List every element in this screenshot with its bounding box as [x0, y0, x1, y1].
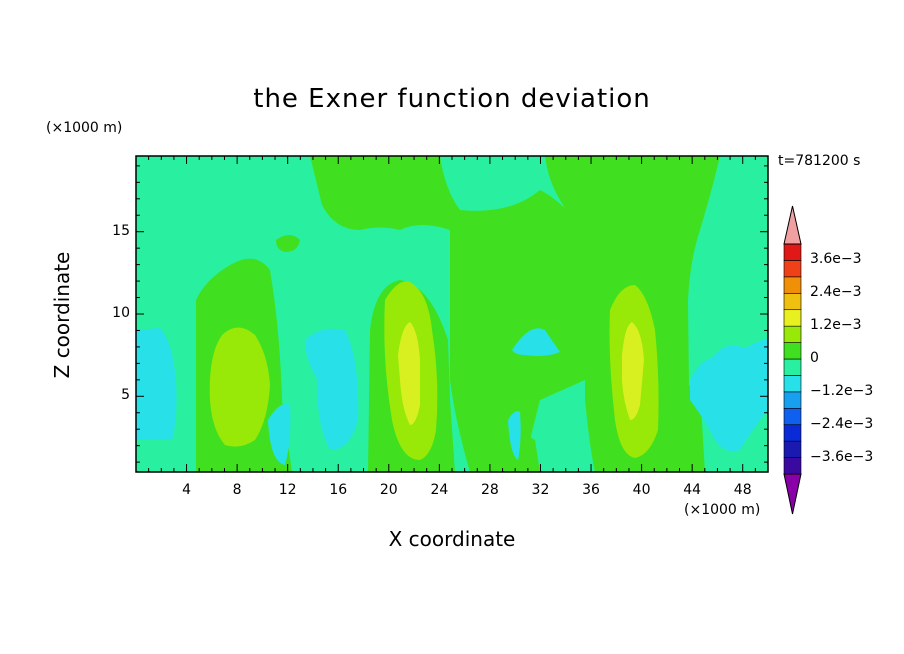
y-tick-label: 5: [121, 387, 130, 404]
colorbar-swatch: [783, 391, 802, 409]
x-axis-label-text: X coordinate: [388, 527, 516, 551]
x-unit-label: (×1000 m): [684, 502, 761, 518]
colorbar-label: 2.4e−3: [810, 284, 862, 301]
x-tick-label: 36: [582, 482, 600, 498]
tick-marks: [136, 156, 768, 472]
green-region: [500, 435, 540, 472]
x-tick-label: 28: [480, 482, 499, 498]
colorbar-swatch: [783, 325, 802, 343]
colorbar-swatch: [783, 243, 802, 261]
colorbar-swatch: [783, 457, 802, 475]
colorbar-label: 3.6e−3: [810, 251, 862, 268]
green-region: [310, 156, 587, 472]
colorbar-label: 1.2e−3: [810, 317, 862, 334]
yellow-center: [622, 322, 644, 420]
x-tick-label: 8: [232, 482, 242, 498]
colorbar-swatch: [783, 260, 802, 278]
x-tick-label: 40: [632, 482, 651, 498]
green-region: [276, 235, 300, 252]
colorbar-label: −3.6e−3: [810, 448, 874, 465]
x-tick-label: 12: [278, 482, 297, 498]
colorbar-swatch: [783, 276, 802, 294]
colorbar-label: −1.2e−3: [810, 382, 874, 399]
cyan-patch: [690, 338, 768, 452]
cyan-patch: [136, 328, 177, 440]
colorbar-swatch: [783, 292, 802, 311]
colorbar-swatch: [783, 375, 802, 393]
chart-title: the Exner function deviation: [253, 84, 651, 114]
cyan-patch: [508, 411, 521, 460]
x-tick-label: 4: [182, 482, 191, 498]
colorbar-swatch: [783, 342, 802, 360]
cyan-patch: [268, 404, 291, 465]
colorbar-swatch: [783, 309, 802, 327]
colorbar-swatch: [783, 424, 802, 442]
x-tick-label: 48: [733, 482, 752, 498]
colorbar-label: −2.4e−3: [810, 415, 874, 432]
x-tick-label: 44: [683, 482, 702, 498]
y-axis-label: Z coordinate: [50, 251, 74, 379]
y-tick-label: 15: [112, 222, 130, 239]
colorbar-bottom-arrow: [783, 473, 802, 515]
x-tick-label: 24: [430, 482, 449, 498]
x-tick-label: 16: [329, 482, 348, 498]
cyan-patch: [305, 328, 359, 450]
contour-field: [136, 156, 768, 472]
colorbar: [783, 205, 802, 515]
colorbar-swatch: [783, 407, 802, 426]
colorbar-swatch: [783, 440, 802, 458]
x-axis-label: X coordinate: [0, 527, 904, 551]
time-label: t=781200 s: [778, 153, 861, 169]
yellow-center: [398, 322, 420, 425]
y-unit-label: (×1000 m): [46, 120, 123, 136]
y-tick-label: 10: [112, 305, 130, 321]
cyan-patch: [512, 328, 560, 356]
colorbar-label: 0: [810, 350, 819, 366]
green-region: [660, 385, 705, 472]
colorbar-top-arrow: [783, 205, 802, 245]
x-tick-label: 32: [531, 482, 550, 498]
x-tick-label: 20: [379, 482, 398, 498]
colorbar-swatch: [783, 358, 802, 376]
yellow-core: [209, 327, 270, 447]
